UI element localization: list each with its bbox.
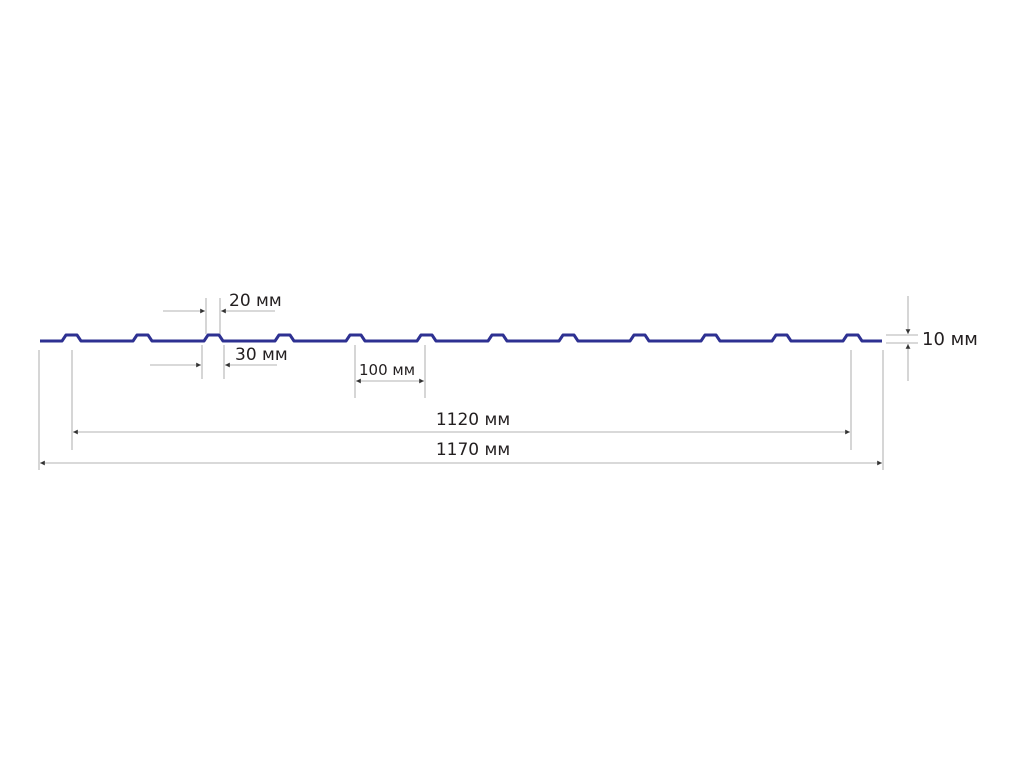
- dimension-rib-top: 20 мм: [163, 291, 282, 334]
- dimension-height: 10 мм: [886, 296, 978, 381]
- dimension-rib-bottom: 30 мм: [150, 345, 288, 379]
- dimension-pitch: 100 мм: [354, 345, 426, 398]
- label-rib-bottom: 30 мм: [235, 345, 288, 365]
- sheet-profile: [40, 333, 882, 343]
- dimension-useful-width: 1120 мм: [71, 350, 852, 450]
- label-height: 10 мм: [922, 329, 978, 350]
- label-full-width: 1170 мм: [436, 440, 510, 460]
- label-rib-top: 20 мм: [229, 291, 282, 311]
- label-useful-width: 1120 мм: [436, 410, 510, 430]
- dimension-full-width: 1170 мм: [38, 350, 884, 470]
- label-pitch: 100 мм: [359, 361, 415, 379]
